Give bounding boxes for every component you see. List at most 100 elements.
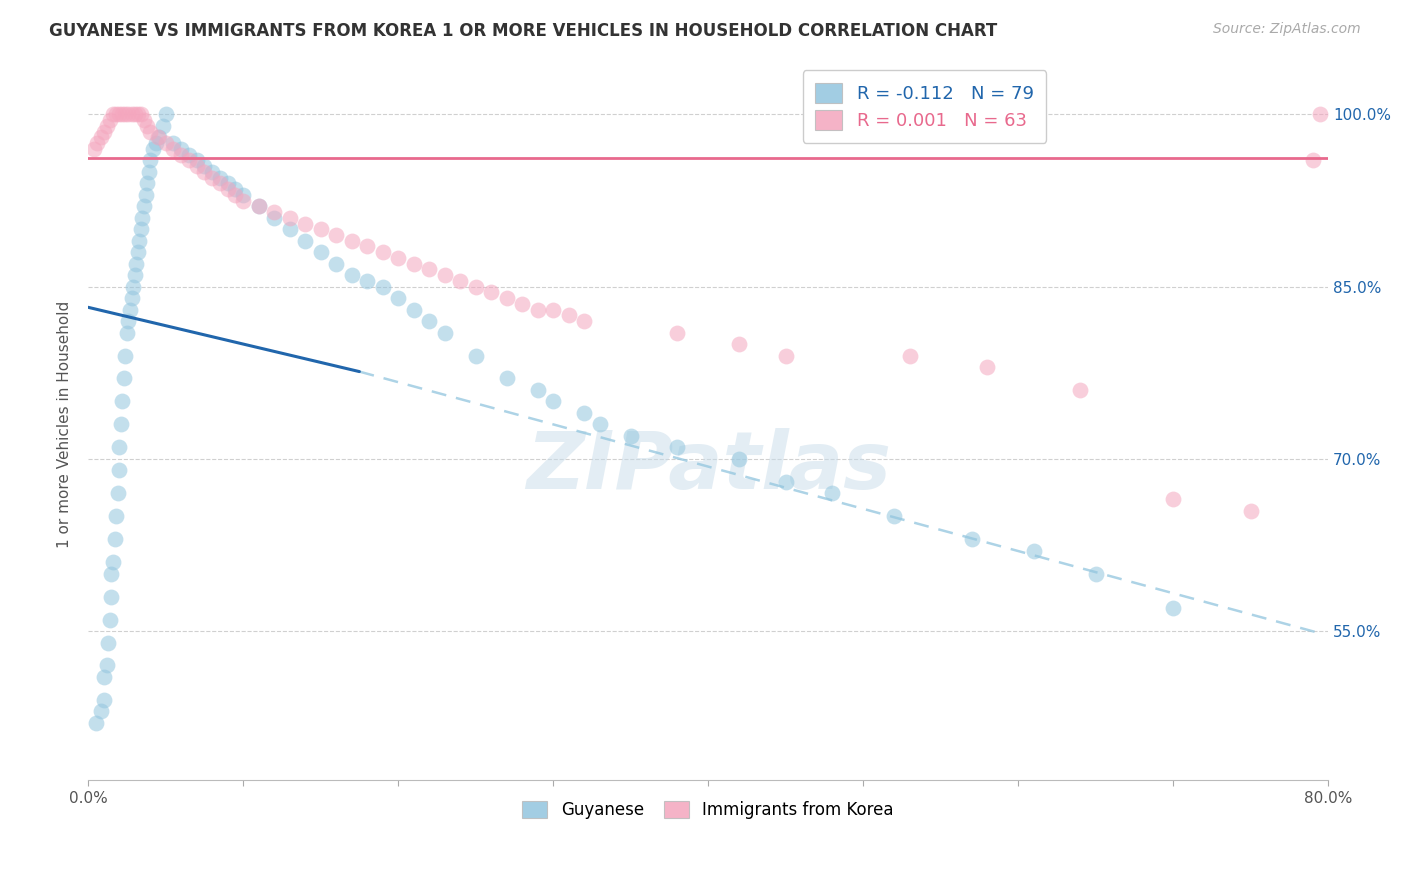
Point (155, 107, 177, 121)
Point (263, 205, 285, 219)
Point (728, 451, 751, 466)
Point (162, 142, 184, 156)
Point (186, 159, 208, 173)
Point (193, 159, 215, 173)
Point (125, 257, 148, 271)
Point (162, 136, 184, 150)
Point (111, 394, 134, 409)
Point (278, 211, 301, 225)
Point (132, 113, 155, 128)
Point (495, 291, 517, 305)
Point (294, 234, 316, 248)
Point (93, 670, 115, 684)
Point (217, 177, 239, 191)
Point (117, 314, 139, 328)
Point (666, 441, 689, 455)
Point (356, 239, 378, 253)
Point (139, 153, 162, 168)
Point (124, 107, 146, 121)
Point (193, 165, 215, 179)
Point (170, 147, 193, 161)
Point (177, 153, 200, 168)
Point (775, 475, 797, 489)
Point (110, 417, 132, 432)
Point (101, 555, 124, 569)
Point (387, 251, 409, 265)
Point (114, 107, 136, 121)
Point (122, 279, 145, 293)
Point (96, 658, 118, 673)
Point (100, 566, 122, 581)
Point (247, 199, 270, 213)
Point (107, 486, 129, 500)
Point (124, 268, 146, 282)
Point (588, 417, 610, 432)
Point (115, 326, 138, 340)
Point (1022, 543, 1045, 558)
Point (976, 359, 998, 374)
Point (1161, 601, 1184, 615)
Point (1161, 491, 1184, 506)
Point (131, 211, 153, 225)
Point (883, 509, 905, 524)
Point (464, 349, 486, 363)
Y-axis label: 1 or more Vehicles in Household: 1 or more Vehicles in Household (58, 301, 72, 548)
Point (96, 119, 118, 133)
Point (1240, 503, 1263, 517)
Point (263, 211, 285, 225)
Point (117, 107, 139, 121)
Point (148, 130, 170, 145)
Point (572, 314, 595, 328)
Point (177, 147, 200, 161)
Point (128, 234, 150, 248)
Point (136, 119, 159, 133)
Point (960, 532, 983, 546)
Point (526, 302, 548, 317)
Point (294, 217, 316, 231)
Point (1309, 107, 1331, 121)
Point (309, 245, 332, 260)
Point (138, 165, 160, 179)
Text: ZIPatlas: ZIPatlas (526, 428, 890, 506)
Text: Source: ZipAtlas.com: Source: ZipAtlas.com (1213, 22, 1361, 37)
Point (127, 245, 149, 260)
Point (728, 337, 751, 351)
Point (152, 119, 174, 133)
Point (340, 234, 363, 248)
Point (898, 349, 921, 363)
Point (105, 509, 128, 524)
Text: GUYANESE VS IMMIGRANTS FROM KOREA 1 OR MORE VEHICLES IN HOUSEHOLD CORRELATION CH: GUYANESE VS IMMIGRANTS FROM KOREA 1 OR M… (49, 22, 997, 40)
Point (433, 326, 456, 340)
Point (98, 613, 121, 627)
Point (224, 187, 246, 202)
Point (402, 257, 425, 271)
Legend: Guyanese, Immigrants from Korea: Guyanese, Immigrants from Korea (516, 794, 900, 825)
Point (112, 371, 135, 385)
Point (541, 302, 564, 317)
Point (86, 136, 108, 150)
Point (572, 406, 595, 420)
Point (108, 441, 131, 455)
Point (145, 136, 167, 150)
Point (371, 245, 394, 260)
Point (402, 302, 425, 317)
Point (232, 187, 254, 202)
Point (433, 268, 456, 282)
Point (418, 314, 440, 328)
Point (121, 107, 143, 121)
Point (247, 199, 270, 213)
Point (510, 297, 533, 311)
Point (340, 268, 363, 282)
Point (620, 429, 643, 443)
Point (309, 222, 332, 236)
Point (90, 705, 112, 719)
Point (232, 194, 254, 208)
Point (134, 187, 156, 202)
Point (278, 222, 301, 236)
Point (557, 309, 579, 323)
Point (356, 274, 378, 288)
Point (127, 107, 149, 121)
Point (464, 279, 486, 293)
Point (1302, 153, 1324, 168)
Point (103, 532, 125, 546)
